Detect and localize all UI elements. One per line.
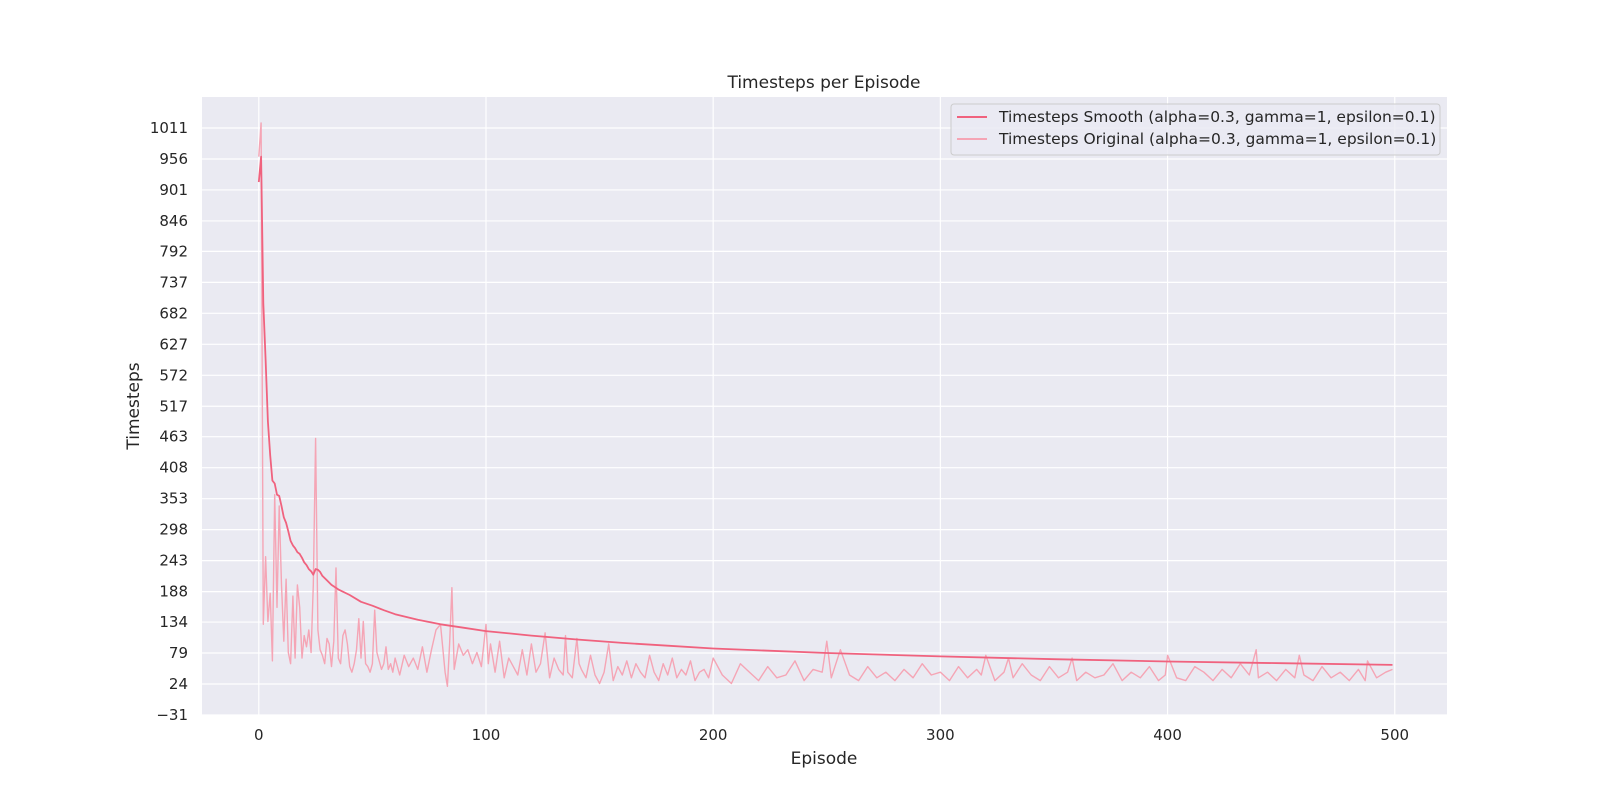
gridlines: [202, 97, 1447, 716]
x-tick-labels: 0 100 200 300 400 500: [254, 726, 1409, 744]
y-tick-label: 1011: [150, 119, 188, 137]
y-tick-label: 627: [159, 335, 188, 353]
x-tick-label: 400: [1153, 726, 1182, 744]
chart-title: Timesteps per Episode: [726, 73, 920, 93]
x-axis-title: Episode: [791, 749, 858, 769]
y-tick-label: 243: [159, 552, 188, 570]
y-tick-label: −31: [156, 706, 188, 724]
y-tick-label: 682: [159, 304, 188, 322]
y-tick-label: 846: [159, 212, 188, 230]
x-tick-label: 200: [699, 726, 728, 744]
series-line-smooth: [257, 155, 1393, 666]
y-tick-label: 353: [159, 490, 188, 508]
y-tick-label: 956: [159, 150, 188, 168]
legend-label-original: Timesteps Original (alpha=0.3, gamma=1, …: [998, 130, 1436, 148]
y-tick-label: 572: [159, 366, 188, 384]
y-tick-label: 901: [159, 181, 188, 199]
x-tick-label: 100: [472, 726, 501, 744]
y-tick-label: 463: [159, 428, 188, 446]
x-tick-label: 300: [926, 726, 955, 744]
series-layer: [257, 122, 1393, 687]
y-tick-label: 188: [159, 583, 188, 601]
series-line-original: [258, 122, 1393, 687]
y-tick-label: 298: [159, 521, 188, 539]
y-tick-label: 517: [159, 397, 188, 415]
legend-box: [950, 103, 1441, 156]
x-tick-label: 500: [1380, 726, 1409, 744]
y-tick-label: 79: [169, 644, 188, 662]
y-axis-title: Timesteps: [124, 362, 144, 450]
legend-label-smooth: Timesteps Smooth (alpha=0.3, gamma=1, ep…: [998, 108, 1436, 126]
y-tick-label: 408: [159, 459, 188, 477]
legend: Timesteps Smooth (alpha=0.3, gamma=1, ep…: [950, 103, 1441, 156]
x-tick-label: 0: [254, 726, 264, 744]
y-tick-labels: −31 24 79 134 188 243 298 353 408 463 517 572 627 682…: [150, 119, 188, 724]
y-tick-label: 134: [159, 613, 188, 631]
y-tick-label: 737: [159, 273, 188, 291]
y-tick-label: 792: [159, 242, 188, 260]
y-tick-label: 24: [169, 675, 188, 693]
